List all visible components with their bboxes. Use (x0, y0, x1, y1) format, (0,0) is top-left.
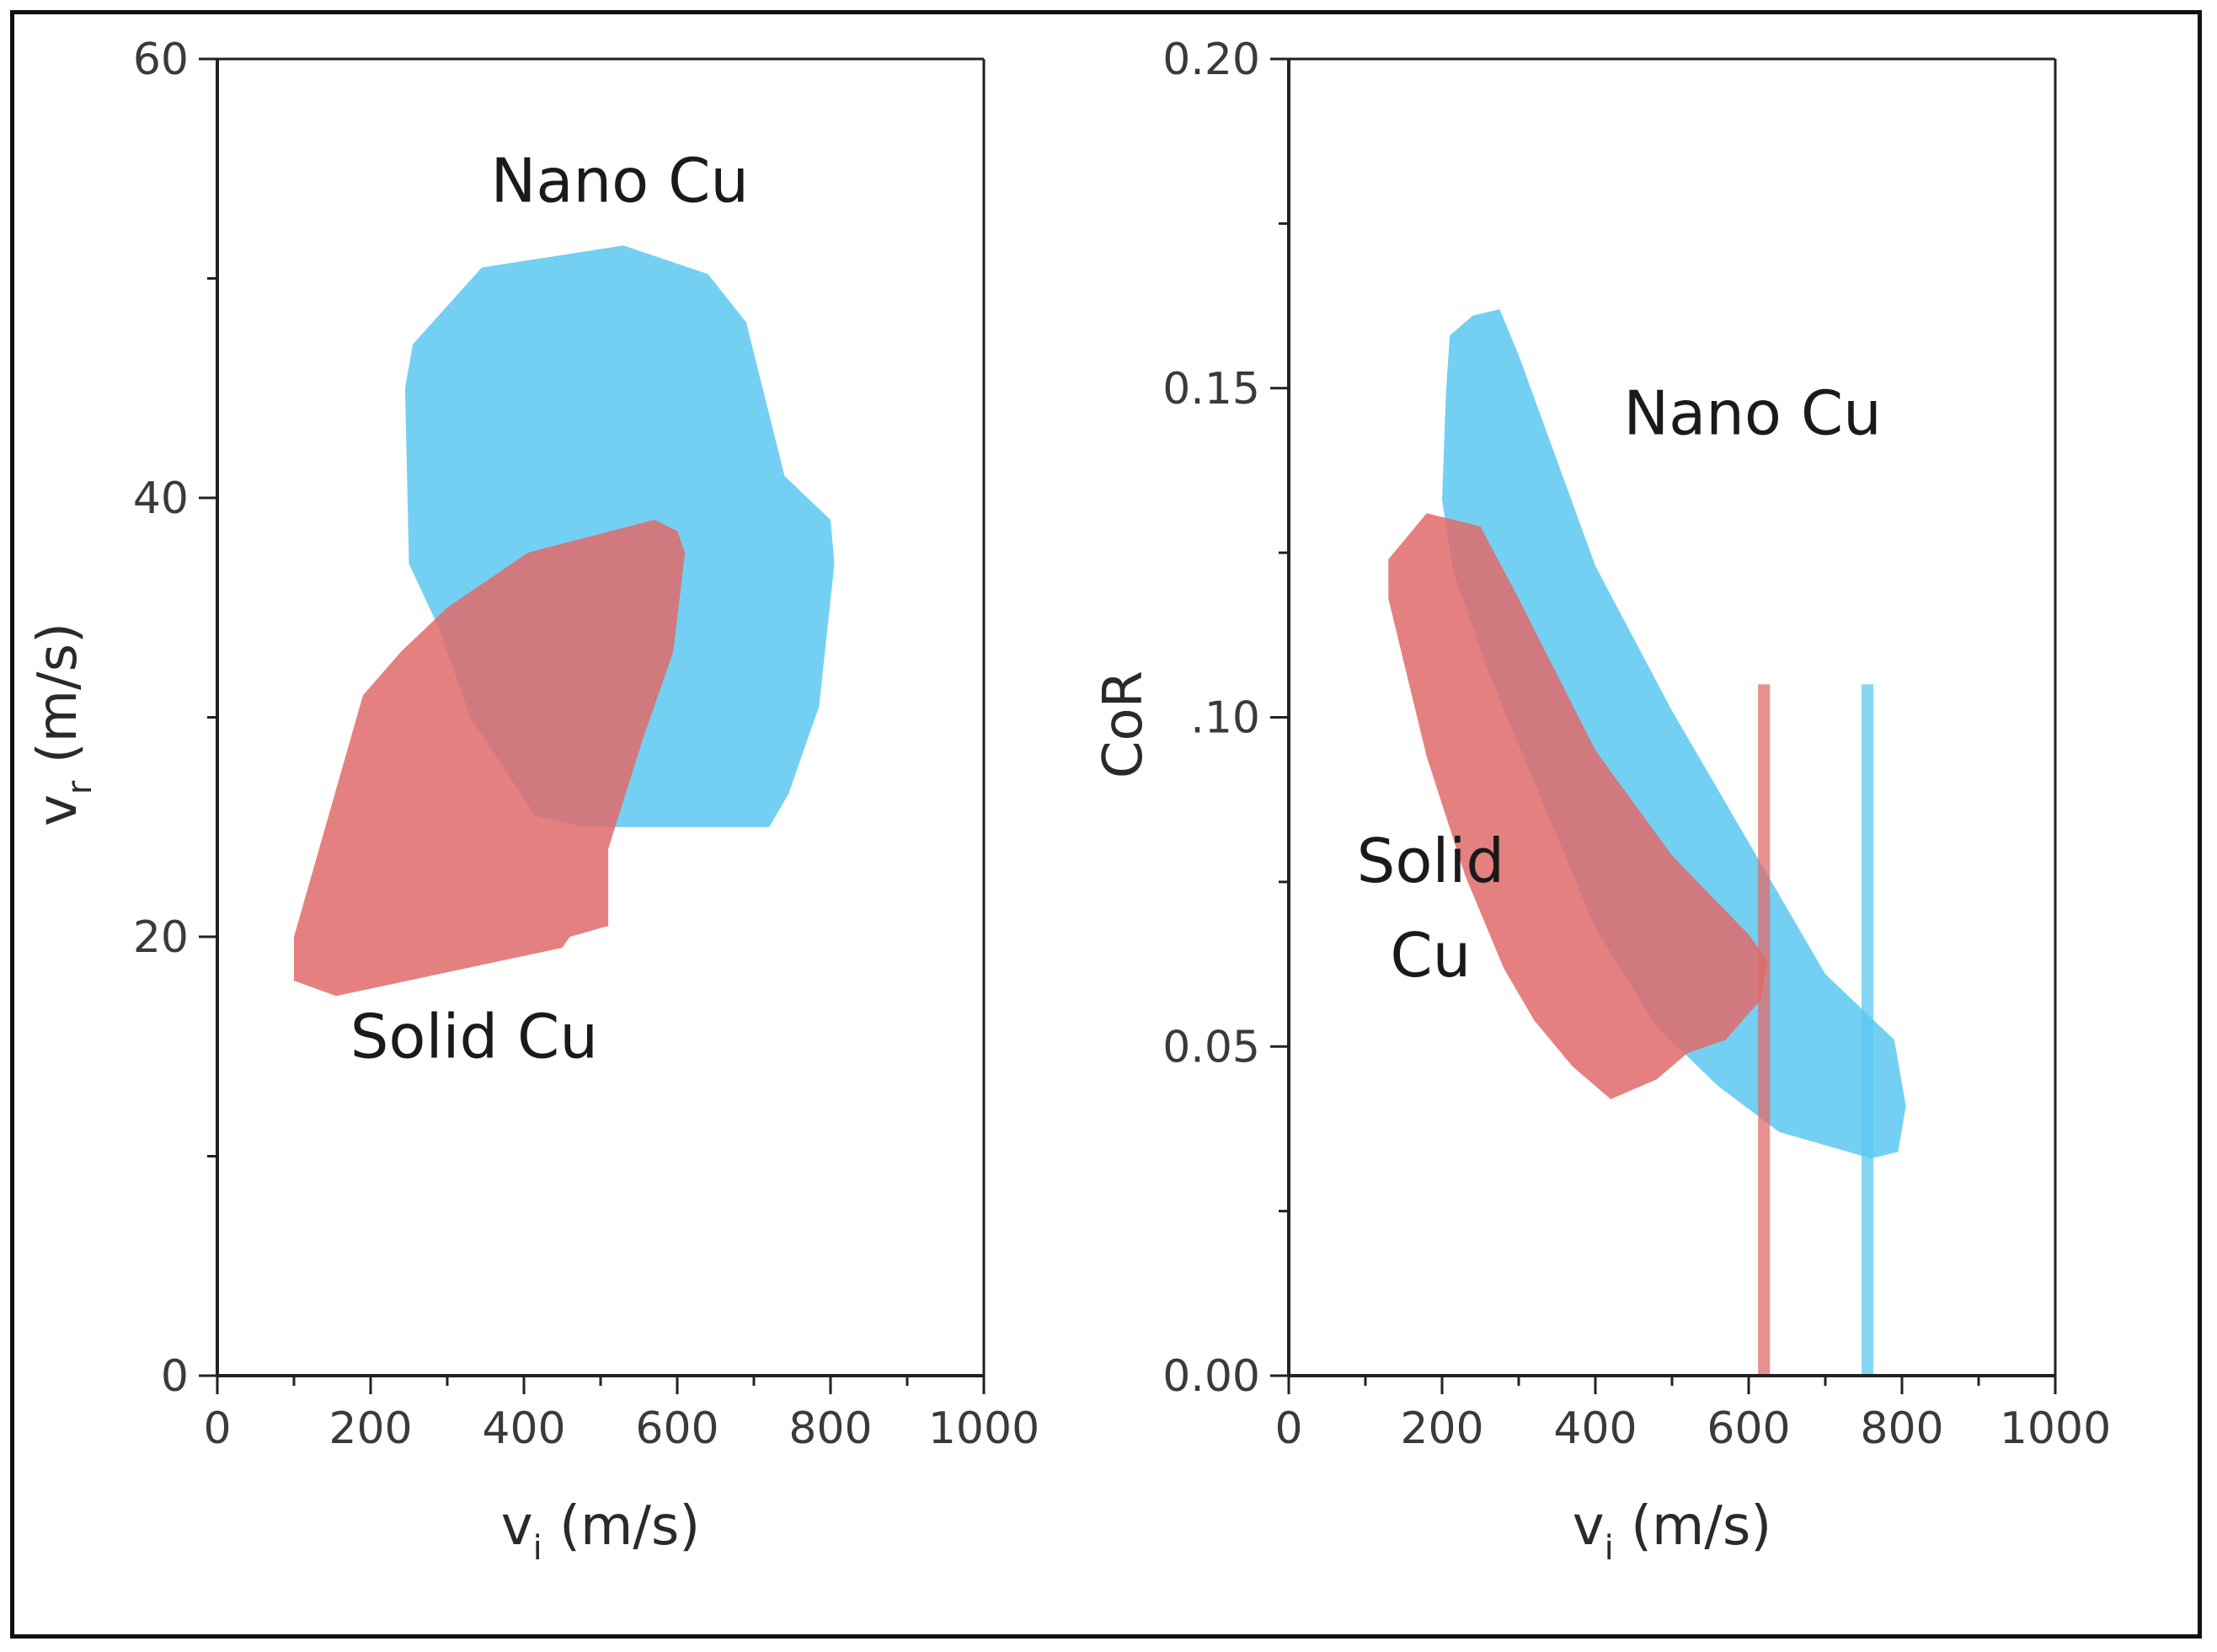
label-solid-cu: Solid Cu (350, 1001, 598, 1072)
region-solid-cu (1388, 513, 1768, 1099)
x-tick-label: 400 (482, 1403, 565, 1454)
y-tick-label: .10 (1190, 693, 1260, 744)
region-nano-cu (1442, 309, 1906, 1159)
y-tick-label: 0.05 (1162, 1022, 1260, 1072)
x-tick-label: 400 (1553, 1403, 1637, 1454)
y-tick-label: 0.00 (1162, 1351, 1260, 1402)
label-solid-cu: Solid Cu (1357, 826, 1504, 991)
panel-cor-vs-vi: 0 200 400 600 800 1000 0.00 0.05 .10 0.15 0.20 vi (… (1092, 35, 2111, 1568)
reference-lines (1758, 684, 1874, 1376)
x-tick-label: 600 (635, 1403, 719, 1454)
y-tick-label: 40 (133, 473, 189, 524)
label-nano-cu: Nano Cu (1623, 377, 1881, 448)
region-solid-cu (294, 520, 686, 997)
x-axis-title: vi (m/s) (1573, 1495, 1772, 1568)
region-labels: Nano Cu Solid Cu (350, 145, 749, 1072)
x-tick-label: 1000 (2000, 1403, 2111, 1454)
x-tick-label: 600 (1707, 1403, 1790, 1454)
label-nano-cu: Nano Cu (491, 145, 749, 216)
axes: 0 200 400 600 800 1000 0.00 0.05 .10 0.15 0.20 vi (… (1092, 35, 2111, 1568)
regions (294, 245, 835, 997)
y-axis-title: vr (m/s) (27, 623, 99, 826)
x-tick-label: 200 (1400, 1403, 1483, 1454)
region-labels: Nano Cu Solid Cu (1357, 377, 1882, 990)
x-tick-label: 0 (203, 1403, 231, 1454)
y-tick-label: 20 (133, 912, 189, 963)
regions (1388, 309, 1906, 1159)
axes: 0 200 400 600 800 1000 0 20 40 60 vi (m/s) vr (m/s) (27, 35, 1039, 1568)
x-tick-label: 200 (329, 1403, 412, 1454)
y-tick-label: 0.20 (1162, 35, 1260, 85)
x-tick-label: 800 (1860, 1403, 1943, 1454)
y-tick-label: 0 (161, 1351, 189, 1402)
x-tick-label: 1000 (928, 1403, 1039, 1454)
x-axis-title: vi (m/s) (501, 1495, 701, 1568)
y-tick-label: 60 (133, 35, 189, 85)
y-tick-label: 0.15 (1162, 364, 1260, 414)
y-axis-title: CoR (1092, 671, 1155, 778)
panel-vr-vs-vi: 0 200 400 600 800 1000 0 20 40 60 vi (m/s) vr (m/s)… (27, 35, 1039, 1568)
x-tick-label: 0 (1274, 1403, 1302, 1454)
x-tick-label: 800 (788, 1403, 872, 1454)
